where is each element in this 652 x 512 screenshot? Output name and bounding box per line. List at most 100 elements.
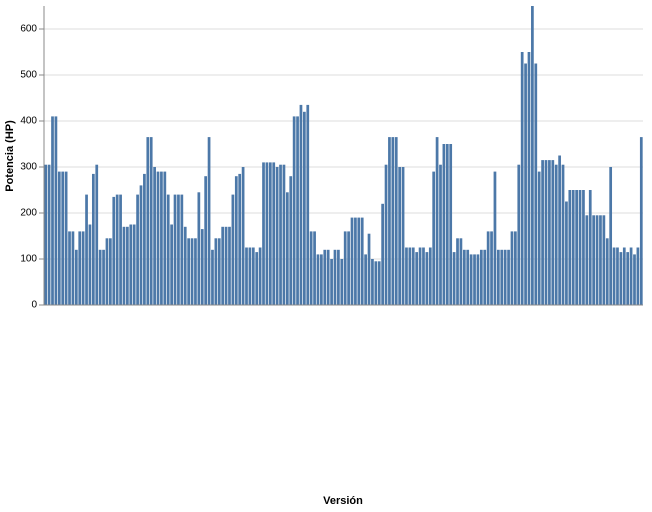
bar [408, 247, 412, 305]
bar [268, 162, 272, 305]
bar [439, 164, 442, 305]
bar [143, 173, 146, 305]
bar [217, 238, 221, 305]
bar [262, 162, 265, 305]
bar [605, 238, 609, 305]
bar [180, 194, 184, 305]
bar [302, 111, 306, 305]
bar [500, 249, 504, 305]
bar [388, 137, 391, 305]
bar [633, 254, 636, 305]
y-tick-label: 200 [20, 208, 37, 219]
bar [401, 167, 405, 305]
bar [442, 144, 446, 305]
bar [541, 160, 544, 305]
bar [61, 171, 65, 305]
bar [588, 190, 592, 305]
bar [343, 231, 347, 305]
bar [558, 155, 561, 305]
bar [146, 137, 150, 305]
bar [469, 254, 473, 305]
bar [561, 164, 565, 305]
bar [54, 116, 58, 306]
bar [595, 215, 599, 305]
bar [320, 254, 323, 305]
bar [275, 167, 279, 305]
bar [551, 160, 555, 305]
bar [234, 176, 238, 305]
bar [493, 171, 497, 305]
bar [639, 137, 643, 305]
bar [231, 194, 235, 305]
bar [251, 247, 255, 305]
bar [163, 171, 167, 305]
bar [228, 226, 231, 305]
bar [109, 238, 112, 305]
bar [238, 173, 242, 305]
bar [316, 254, 320, 305]
bar [636, 247, 640, 305]
bar [194, 238, 197, 305]
y-tick-label: 500 [20, 70, 37, 81]
bar [456, 238, 459, 305]
bar [629, 247, 633, 305]
bar [514, 231, 517, 305]
bar [490, 231, 493, 305]
bar [177, 194, 180, 305]
bar [330, 259, 333, 305]
bar [102, 249, 105, 305]
bar [115, 194, 119, 305]
bar [371, 259, 374, 305]
bar [285, 192, 289, 305]
bar [445, 144, 449, 305]
bar [160, 171, 163, 305]
bar [71, 231, 75, 305]
bar [435, 137, 439, 305]
bar [98, 249, 102, 305]
bar [224, 226, 228, 305]
bar [418, 247, 422, 305]
bar [350, 217, 354, 305]
y-tick-label: 0 [31, 300, 37, 311]
bar [44, 164, 48, 305]
bar [483, 249, 487, 305]
bar [190, 238, 194, 305]
bar [183, 226, 187, 305]
bar [136, 194, 139, 305]
y-tick-label: 100 [20, 254, 37, 265]
bar [503, 249, 507, 305]
y-tick-label: 400 [20, 116, 37, 127]
bar [139, 185, 143, 305]
bar [289, 176, 293, 305]
bar [323, 249, 327, 305]
bar [462, 249, 466, 305]
bar [531, 6, 534, 305]
bar [64, 171, 68, 305]
y-tick-label: 600 [20, 24, 37, 35]
bar [415, 252, 419, 305]
bar [578, 190, 582, 305]
bar [476, 254, 480, 305]
bar [384, 164, 388, 305]
bar [520, 52, 524, 305]
bar [534, 63, 538, 305]
bar [170, 224, 173, 305]
bar [524, 63, 527, 305]
bar [88, 224, 92, 305]
bar [207, 137, 211, 305]
bar [51, 116, 54, 306]
bar [187, 238, 191, 305]
bar [357, 217, 361, 305]
bar [149, 137, 153, 305]
bar [449, 144, 453, 305]
bar [347, 231, 350, 305]
bar [299, 104, 303, 306]
bar [626, 252, 630, 305]
bar [425, 252, 429, 305]
bar [575, 190, 578, 305]
bar [78, 231, 82, 305]
bar [340, 259, 344, 305]
bar [333, 249, 337, 305]
bar [452, 252, 456, 305]
